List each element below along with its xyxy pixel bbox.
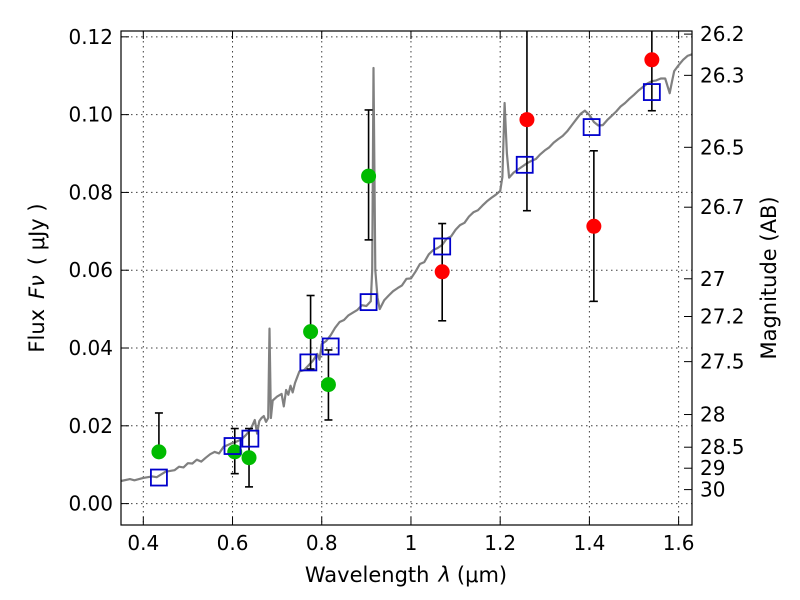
right-tick-label: 28.5 — [700, 435, 745, 459]
data-point — [644, 52, 660, 68]
x-tick-label: 1.2 — [484, 531, 516, 555]
model-point — [150, 468, 168, 487]
model-point — [299, 353, 318, 372]
right-tick-label: 29 — [700, 456, 725, 480]
plot-frame — [120, 30, 693, 526]
x-tick-label: 0.6 — [217, 531, 249, 555]
x-tick-label: 0.4 — [127, 531, 159, 555]
model-point — [321, 337, 340, 356]
right-axis-label: Magnitude (AB) — [757, 196, 781, 359]
data-point — [434, 264, 450, 280]
x-axis-label: Wavelength λ (μm) — [305, 563, 507, 587]
model-point — [515, 155, 534, 174]
x-tick-label: 0.8 — [306, 531, 338, 555]
y-tick-label: 0.10 — [68, 103, 113, 127]
y-tick-label: 0.04 — [68, 336, 113, 360]
right-tick-label: 27.2 — [700, 305, 745, 329]
model-point — [433, 237, 452, 256]
y-tick-label: 0.06 — [68, 258, 113, 282]
x-tick-label: 1.6 — [663, 531, 695, 555]
y-tick-label: 0.12 — [68, 25, 113, 49]
data-point — [151, 444, 167, 460]
right-tick-label: 30 — [700, 478, 725, 502]
data-point — [303, 324, 319, 340]
data-point — [361, 168, 377, 184]
data-point — [227, 444, 243, 460]
right-tick-label: 27.5 — [700, 350, 745, 374]
right-tick-label: 26.2 — [700, 22, 745, 46]
y-tick-label: 0.00 — [68, 492, 113, 516]
right-tick-label: 26.7 — [700, 195, 745, 219]
x-tick-label: 1 — [405, 531, 418, 555]
model-point — [582, 118, 601, 136]
model-point — [223, 437, 242, 455]
right-tick-label: 28 — [700, 403, 725, 427]
data-point — [519, 112, 535, 128]
grid — [121, 31, 692, 525]
model-point — [642, 83, 661, 101]
right-tick-label: 26.5 — [700, 135, 745, 159]
model-point — [359, 293, 378, 312]
right-tick-label: 27 — [700, 267, 725, 291]
x-tick-label: 1.4 — [573, 531, 605, 555]
y-tick-label: 0.02 — [68, 414, 113, 438]
y-tick-label: 0.08 — [68, 180, 113, 204]
model-point — [241, 429, 260, 448]
data-point — [586, 218, 602, 234]
right-tick-label: 26.3 — [700, 63, 745, 87]
data-point — [320, 377, 336, 393]
data-point — [241, 450, 257, 466]
axes-ticks: 0.4 0.6 0.8 1 1.2 1.4 1.6 0.00 0.02 0.04 0.06 0.08 0… — [68, 22, 744, 555]
y-axis-label: FluxFν( μJy ) — [25, 203, 49, 352]
model-spectrum-line — [120, 53, 693, 483]
plot-area — [120, 31, 693, 488]
